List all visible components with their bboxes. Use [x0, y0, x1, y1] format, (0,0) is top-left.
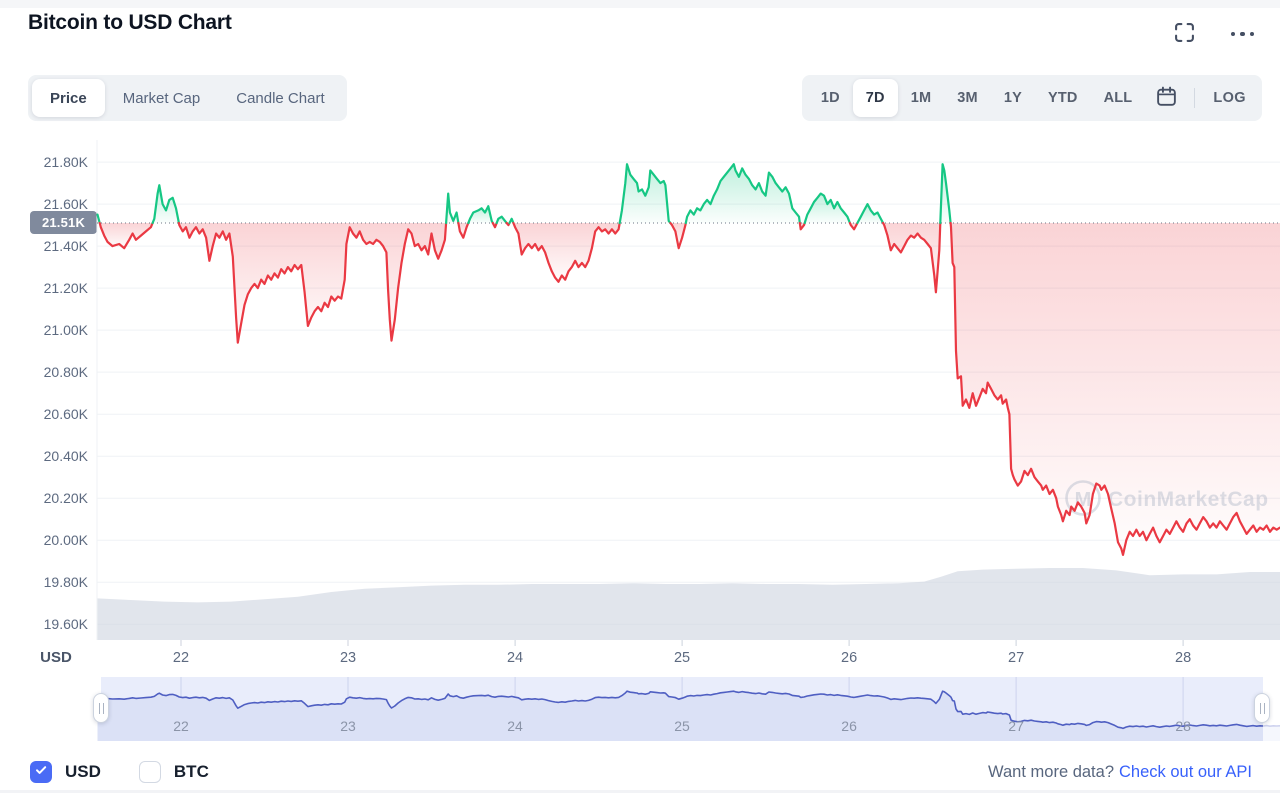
tab-market-cap[interactable]: Market Cap: [105, 79, 219, 117]
range-button-ytd[interactable]: YTD: [1035, 79, 1091, 117]
btc-checkbox-label: BTC: [173, 762, 209, 781]
volume-area: [97, 568, 1280, 640]
navigator-axis-label: 25: [674, 718, 690, 734]
x-axis-label: 25: [673, 650, 691, 666]
current-price-badge: 21.51K: [30, 211, 97, 235]
api-promo: Want more data? Check out our API: [988, 763, 1252, 782]
price-line: [96, 163, 1280, 556]
log-scale-button[interactable]: LOG: [1203, 79, 1256, 117]
range-button-7d[interactable]: 7D: [852, 79, 898, 117]
navigator-axis-label: 27: [1008, 718, 1024, 734]
chart-type-tabs: Price Market Cap Candle Chart: [28, 75, 347, 121]
x-axis-label: 28: [1175, 650, 1192, 666]
x-axis-label: 24: [506, 650, 524, 666]
navigator-axis-label: 22: [173, 718, 189, 734]
navigator-handle-right[interactable]: [1254, 693, 1270, 723]
more-options-button[interactable]: [1229, 30, 1257, 39]
checkmark-icon: [34, 763, 48, 782]
y-axis-label: 20.80K: [43, 364, 88, 381]
tab-price[interactable]: Price: [32, 79, 105, 117]
page-background-strip-bottom: [0, 790, 1280, 793]
range-button-1d[interactable]: 1D: [808, 79, 853, 117]
y-axis-label: 21.00K: [43, 322, 88, 339]
x-axis-label: 23: [339, 650, 357, 666]
navigator-axis-label: 28: [1175, 718, 1191, 734]
usd-checkbox-label: USD: [65, 762, 101, 781]
y-axis-label: 19.60K: [43, 616, 88, 633]
page-title: Bitcoin to USD Chart: [28, 11, 232, 34]
header-icons: [1172, 20, 1257, 48]
range-button-all[interactable]: ALL: [1091, 79, 1146, 117]
navigator-axis-label: 23: [340, 718, 356, 734]
y-axis-label: 21.60K: [43, 196, 88, 213]
chart-navigator[interactable]: [0, 677, 1280, 741]
y-axis-label: 20.00K: [43, 532, 88, 549]
x-axis-label: 27: [1008, 650, 1025, 666]
navigator-axis-label: 24: [507, 718, 523, 734]
y-axis-label: 19.80K: [43, 574, 88, 591]
fullscreen-icon: [1174, 22, 1195, 46]
navigator-axis-label: 26: [841, 718, 857, 734]
y-axis-label: 20.40K: [43, 448, 88, 465]
tab-candle-chart[interactable]: Candle Chart: [218, 79, 342, 117]
fullscreen-button[interactable]: [1172, 20, 1197, 48]
range-button-1m[interactable]: 1M: [898, 79, 945, 117]
svg-text:M: M: [1075, 489, 1092, 511]
page-background-strip-top: [0, 0, 1280, 8]
ellipsis-icon: [1230, 31, 1254, 37]
calendar-icon: [1155, 85, 1178, 111]
y-axis-label: 21.80K: [43, 154, 88, 171]
x-axis-label: 26: [841, 650, 858, 666]
y-axis-label: 20.60K: [43, 406, 88, 423]
usd-checkbox-group[interactable]: USD: [30, 761, 101, 783]
range-button-3m[interactable]: 3M: [944, 79, 991, 117]
y-axis-label: 21.20K: [43, 280, 88, 297]
x-axis-label: 22: [172, 650, 190, 666]
btc-checkbox-group[interactable]: BTC: [138, 761, 209, 783]
usd-checkbox[interactable]: [30, 761, 52, 783]
navigator-handle-left[interactable]: [93, 693, 109, 723]
api-link[interactable]: Check out our API: [1119, 763, 1252, 781]
price-chart[interactable]: M CoinMarketCap: [0, 140, 1280, 670]
svg-text:CoinMarketCap: CoinMarketCap: [1108, 488, 1269, 511]
range-buttons: 1D 7D 1M 3M 1Y YTD ALL: [808, 79, 1146, 117]
y-axis-label: 20.20K: [43, 490, 88, 507]
btc-checkbox[interactable]: [138, 761, 161, 783]
date-range-button[interactable]: [1153, 83, 1180, 113]
api-promo-text: Want more data?: [988, 763, 1114, 781]
y-axis-label: 21.40K: [43, 238, 88, 255]
range-separator: [1194, 88, 1196, 108]
coinmarketcap-watermark: M CoinMarketCap: [1065, 480, 1269, 516]
y-axis-unit-label: USD: [40, 649, 72, 666]
currency-toggles: USD BTC: [30, 761, 209, 783]
range-button-1y[interactable]: 1Y: [991, 79, 1035, 117]
time-range-bar: 1D 7D 1M 3M 1Y YTD ALL LOG: [801, 75, 1262, 121]
